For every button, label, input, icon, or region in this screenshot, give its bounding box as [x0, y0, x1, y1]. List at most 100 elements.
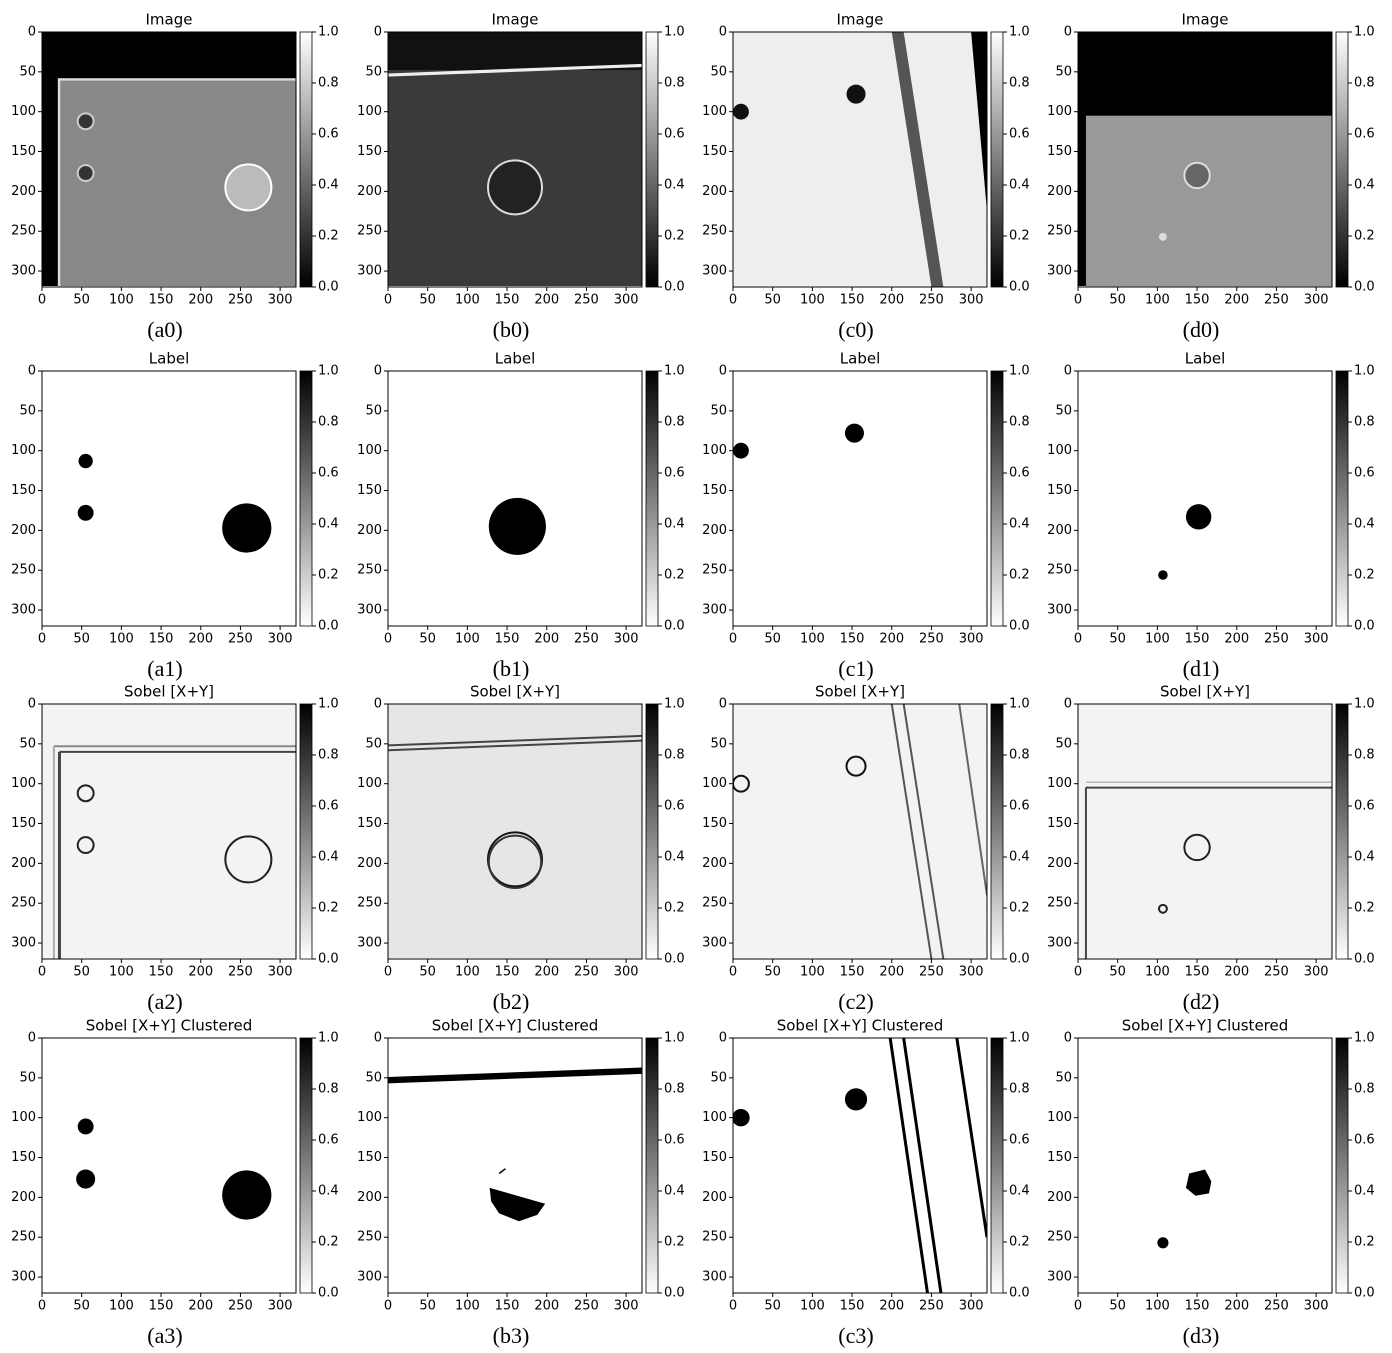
image-region — [1078, 704, 1332, 958]
panel-title: Sobel [X+Y] Clustered — [777, 1017, 944, 1035]
panel-title: Label — [495, 350, 535, 368]
y-tick-label: 250 — [1047, 1230, 1072, 1245]
x-tick-label: 0 — [729, 965, 737, 980]
colorbar-tick-label: 0.6 — [664, 466, 685, 481]
image-region — [42, 371, 296, 625]
y-tick-label: 200 — [702, 523, 727, 538]
x-tick-label: 50 — [764, 632, 781, 647]
panel-caption: (d3) — [1183, 1323, 1220, 1348]
y-tick-label: 50 — [710, 736, 727, 751]
y-tick-label: 50 — [365, 736, 382, 751]
colorbar-tick-label: 0.4 — [318, 517, 339, 532]
x-tick-label: 100 — [800, 632, 825, 647]
colorbar-tick-label: 1.0 — [664, 1031, 685, 1046]
colorbar-tick-label: 0.2 — [1354, 229, 1375, 244]
x-tick-label: 250 — [919, 1299, 944, 1314]
x-tick-label: 300 — [614, 632, 639, 647]
colorbar-tick-label: 0.6 — [1354, 466, 1375, 481]
y-tick-label: 50 — [19, 736, 36, 751]
image-region — [733, 1038, 987, 1292]
colorbar-tick-label: 0.6 — [1354, 799, 1375, 814]
y-tick-label: 300 — [357, 936, 382, 951]
image-blob — [78, 1119, 94, 1135]
y-tick-label: 150 — [1047, 816, 1072, 831]
image-region — [42, 704, 296, 958]
colorbar-tick-label: 0.6 — [664, 1133, 685, 1148]
panel-caption: (b0) — [493, 317, 530, 342]
y-tick-label: 50 — [1055, 64, 1072, 79]
image-blob — [1157, 1237, 1168, 1248]
y-tick-label: 0 — [28, 25, 36, 40]
x-tick-label: 250 — [1264, 293, 1289, 308]
y-tick-label: 200 — [11, 523, 36, 538]
image-region — [1078, 1038, 1332, 1292]
x-tick-label: 200 — [188, 965, 213, 980]
image-blob — [78, 165, 94, 181]
colorbar-tick-label: 0.0 — [1009, 1286, 1030, 1301]
y-tick-label: 250 — [11, 1230, 36, 1245]
colorbar-tick-label: 0.0 — [1009, 619, 1030, 634]
image — [388, 371, 642, 625]
colorbar-tick-label: 0.4 — [318, 1184, 339, 1199]
x-tick-label: 50 — [764, 965, 781, 980]
y-tick-label: 300 — [11, 603, 36, 618]
x-tick-label: 0 — [38, 965, 46, 980]
image-blob — [1159, 233, 1167, 241]
x-tick-label: 150 — [1185, 965, 1210, 980]
y-tick-label: 100 — [357, 776, 382, 791]
colorbar-tick-label: 0.8 — [1354, 76, 1375, 91]
colorbar-tick-label: 0.8 — [1009, 76, 1030, 91]
y-tick-label: 100 — [702, 443, 727, 458]
x-tick-label: 100 — [1145, 1299, 1170, 1314]
y-tick-label: 50 — [365, 403, 382, 418]
x-tick-label: 200 — [879, 965, 904, 980]
y-tick-label: 150 — [11, 144, 36, 159]
colorbar-tick-label: 0.0 — [664, 619, 685, 634]
colorbar-tick-label: 0.6 — [664, 799, 685, 814]
x-tick-label: 0 — [729, 1299, 737, 1314]
panel-caption: (d2) — [1183, 989, 1220, 1014]
image — [388, 32, 642, 286]
image-blob — [1184, 163, 1209, 188]
y-tick-label: 200 — [1047, 856, 1072, 871]
panel: Label05010015020025030005010015020025030… — [11, 350, 339, 682]
colorbar-tick-label: 0.2 — [1354, 1235, 1375, 1250]
image-region — [42, 1038, 296, 1292]
y-tick-label: 100 — [357, 1110, 382, 1125]
x-tick-label: 250 — [919, 632, 944, 647]
colorbar — [991, 1038, 1003, 1293]
y-tick-label: 150 — [1047, 144, 1072, 159]
figure: Image05010015020025030005010015020025030… — [0, 0, 1392, 1353]
colorbar-tick-label: 0.4 — [1009, 178, 1030, 193]
y-tick-label: 200 — [357, 184, 382, 199]
panel-caption: (a0) — [147, 317, 182, 342]
y-tick-label: 300 — [702, 603, 727, 618]
colorbar — [300, 704, 312, 959]
colorbar-tick-label: 1.0 — [664, 25, 685, 40]
x-tick-label: 300 — [959, 632, 984, 647]
y-tick-label: 250 — [702, 563, 727, 578]
colorbar-tick-label: 0.4 — [1009, 1184, 1030, 1199]
y-tick-label: 0 — [1064, 364, 1072, 379]
y-tick-label: 0 — [28, 1031, 36, 1046]
image — [1078, 1038, 1332, 1292]
x-tick-label: 300 — [614, 1299, 639, 1314]
colorbar-tick-label: 0.2 — [664, 1235, 685, 1250]
panel-title: Sobel [X+Y] Clustered — [1122, 1017, 1289, 1035]
x-tick-label: 100 — [455, 1299, 480, 1314]
x-tick-label: 0 — [1074, 1299, 1082, 1314]
image — [42, 704, 296, 959]
colorbar-tick-label: 0.2 — [1009, 901, 1030, 916]
colorbar-tick-label: 1.0 — [318, 25, 339, 40]
x-tick-label: 100 — [455, 293, 480, 308]
colorbar — [1336, 1038, 1348, 1293]
x-tick-label: 100 — [800, 965, 825, 980]
x-tick-label: 200 — [1224, 1299, 1249, 1314]
colorbar-tick-label: 0.2 — [1009, 229, 1030, 244]
image-blob — [733, 443, 749, 459]
colorbar-tick-label: 0.2 — [664, 229, 685, 244]
x-tick-label: 200 — [1224, 632, 1249, 647]
image-blob — [222, 1170, 271, 1219]
x-tick-label: 50 — [419, 965, 436, 980]
